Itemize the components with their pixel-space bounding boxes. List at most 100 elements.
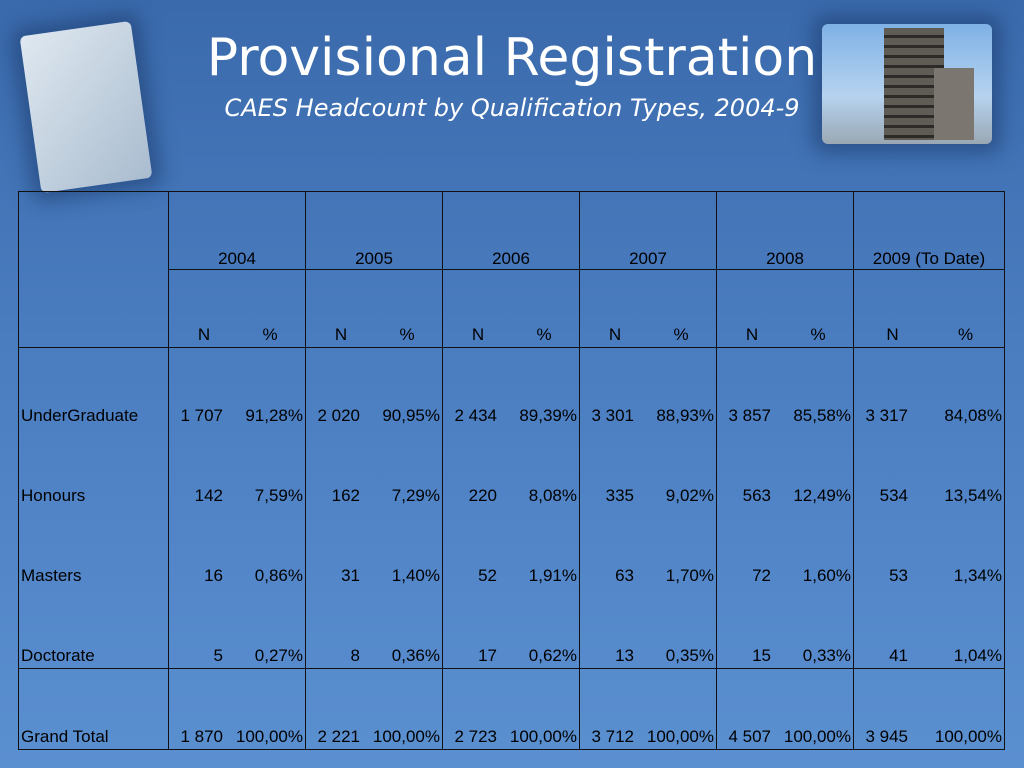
percent-value: 7,29% [391,486,440,505]
count-value: 534 [879,486,908,505]
total-percent: 100,00% [783,727,851,746]
total-percent: 100,00% [372,727,440,746]
pct-label: % [957,325,974,344]
percent-value: 90,95% [382,406,440,425]
subheader-cell: N% [305,269,443,348]
year-header: 2007 [579,191,717,270]
n-label: N [745,325,759,344]
percent-value: 1,04% [953,646,1002,665]
year-header: 2004 [168,191,306,270]
percent-value: 1,70% [665,566,714,585]
year-values-cell: 2 434 89,39% 220 8,08% 52 1,91% 17 0,62% [442,347,580,669]
value-line: 3 857 85,58% [719,348,851,428]
count-value: 17 [478,646,497,665]
building-annex-shape [934,68,974,140]
subheader-pair: N% [719,270,851,347]
value-line: 17 0,62% [445,588,577,668]
total-value-cell: 2 723 100,00% [442,668,580,750]
value-line: 1 707 91,28% [171,348,303,428]
count-value: 52 [478,566,497,585]
pct-label: % [536,325,552,344]
row-label: Masters [21,566,82,585]
percent-value: 1,34% [953,566,1002,585]
value-line: 15 0,33% [719,588,851,668]
value-line: 8 0,36% [308,588,440,668]
percent-value: 88,93% [656,406,714,425]
count-value: 3 317 [865,406,908,425]
year-header: 2005 [305,191,443,270]
percent-value: 0,35% [665,646,714,665]
value-line: 13 0,35% [582,588,714,668]
total-line: 1 870 100,00% [171,669,303,749]
subheader-cell: N% [716,269,854,348]
total-count: 3 712 [591,727,634,746]
count-value: 162 [331,486,360,505]
total-line: 3 945 100,00% [856,669,1002,749]
count-value: 72 [752,566,771,585]
value-line: 3 317 84,08% [856,348,1002,428]
value-line: 16 0,86% [171,508,303,588]
value-line: 2 020 90,95% [308,348,440,428]
percent-value: 12,49% [793,486,851,505]
total-value-cell: 2 221 100,00% [305,668,443,750]
value-line: 534 13,54% [856,428,1002,508]
value-line: 563 12,49% [719,428,851,508]
count-value: 220 [468,486,497,505]
count-value: 41 [889,646,908,665]
total-percent: 100,00% [646,727,714,746]
pct-label: % [673,325,689,344]
subheader-pair: N% [171,270,303,347]
count-value: 15 [752,646,771,665]
total-label-cell: Grand Total [18,668,169,750]
value-line: 31 1,40% [308,508,440,588]
count-value: 63 [615,566,634,585]
year-values-cell: 3 317 84,08% 534 13,54% 53 1,34% 41 1,04% [853,347,1005,669]
pct-label: % [810,325,826,344]
total-value-cell: 3 712 100,00% [579,668,717,750]
percent-value: 0,86% [254,566,303,585]
corner-cell [18,191,169,348]
n-label: N [608,325,622,344]
count-value: 31 [341,566,360,585]
percent-value: 84,08% [944,406,1002,425]
percent-value: 0,27% [254,646,303,665]
count-value: 13 [615,646,634,665]
total-count: 1 870 [180,727,223,746]
total-line: 2 221 100,00% [308,669,440,749]
total-percent: 100,00% [235,727,303,746]
headcount-table: 2004 2005 2006 2007 2008 2009 (To Date) N% N% N%… [18,191,1005,750]
pct-label: % [262,325,278,344]
total-value-cell: 4 507 100,00% [716,668,854,750]
count-value: 2 434 [454,406,497,425]
count-value: 1 707 [180,406,223,425]
pct-label: % [399,325,415,344]
total-label: Grand Total [21,727,109,746]
value-line: 72 1,60% [719,508,851,588]
value-line: 5 0,27% [171,588,303,668]
row-label: Honours [21,486,86,505]
n-label: N [886,325,899,344]
count-value: 16 [204,566,223,585]
value-line: 162 7,29% [308,428,440,508]
percent-value: 0,36% [391,646,440,665]
percent-value: 1,91% [528,566,577,585]
year-header: 2008 [716,191,854,270]
building-image [822,24,992,144]
value-line: 220 8,08% [445,428,577,508]
total-line: 3 712 100,00% [582,669,714,749]
value-line: 53 1,34% [856,508,1002,588]
count-value: 2 020 [317,406,360,425]
n-label: N [334,325,348,344]
percent-value: 89,39% [519,406,577,425]
count-value: 3 301 [591,406,634,425]
n-label: N [197,325,211,344]
subheader-cell: N% [442,269,580,348]
total-value-cell: 1 870 100,00% [168,668,306,750]
value-line: 2 434 89,39% [445,348,577,428]
percent-value: 0,62% [528,646,577,665]
row-labels-cell: UnderGraduate Honours Masters Doctorate [18,347,169,669]
count-value: 5 [213,646,223,665]
count-value: 3 857 [728,406,771,425]
value-line: 52 1,91% [445,508,577,588]
percent-value: 7,59% [254,486,303,505]
